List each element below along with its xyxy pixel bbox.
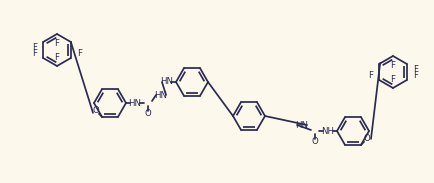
Text: F: F xyxy=(32,42,36,51)
Text: F: F xyxy=(54,38,59,48)
Text: F: F xyxy=(54,53,59,61)
Text: NH: NH xyxy=(321,126,334,135)
Text: HN: HN xyxy=(295,120,308,130)
Text: F: F xyxy=(32,48,36,57)
Text: F: F xyxy=(390,61,395,70)
Text: HN: HN xyxy=(154,91,167,100)
Text: O: O xyxy=(92,106,99,115)
Text: F: F xyxy=(412,64,418,74)
Text: F: F xyxy=(412,70,418,79)
Text: O: O xyxy=(363,134,369,143)
Text: O: O xyxy=(144,109,151,119)
Text: F: F xyxy=(77,48,82,57)
Text: HN: HN xyxy=(160,77,173,87)
Text: F: F xyxy=(390,74,395,83)
Text: F: F xyxy=(367,70,372,79)
Text: O: O xyxy=(311,137,318,147)
Text: HN: HN xyxy=(128,98,141,107)
